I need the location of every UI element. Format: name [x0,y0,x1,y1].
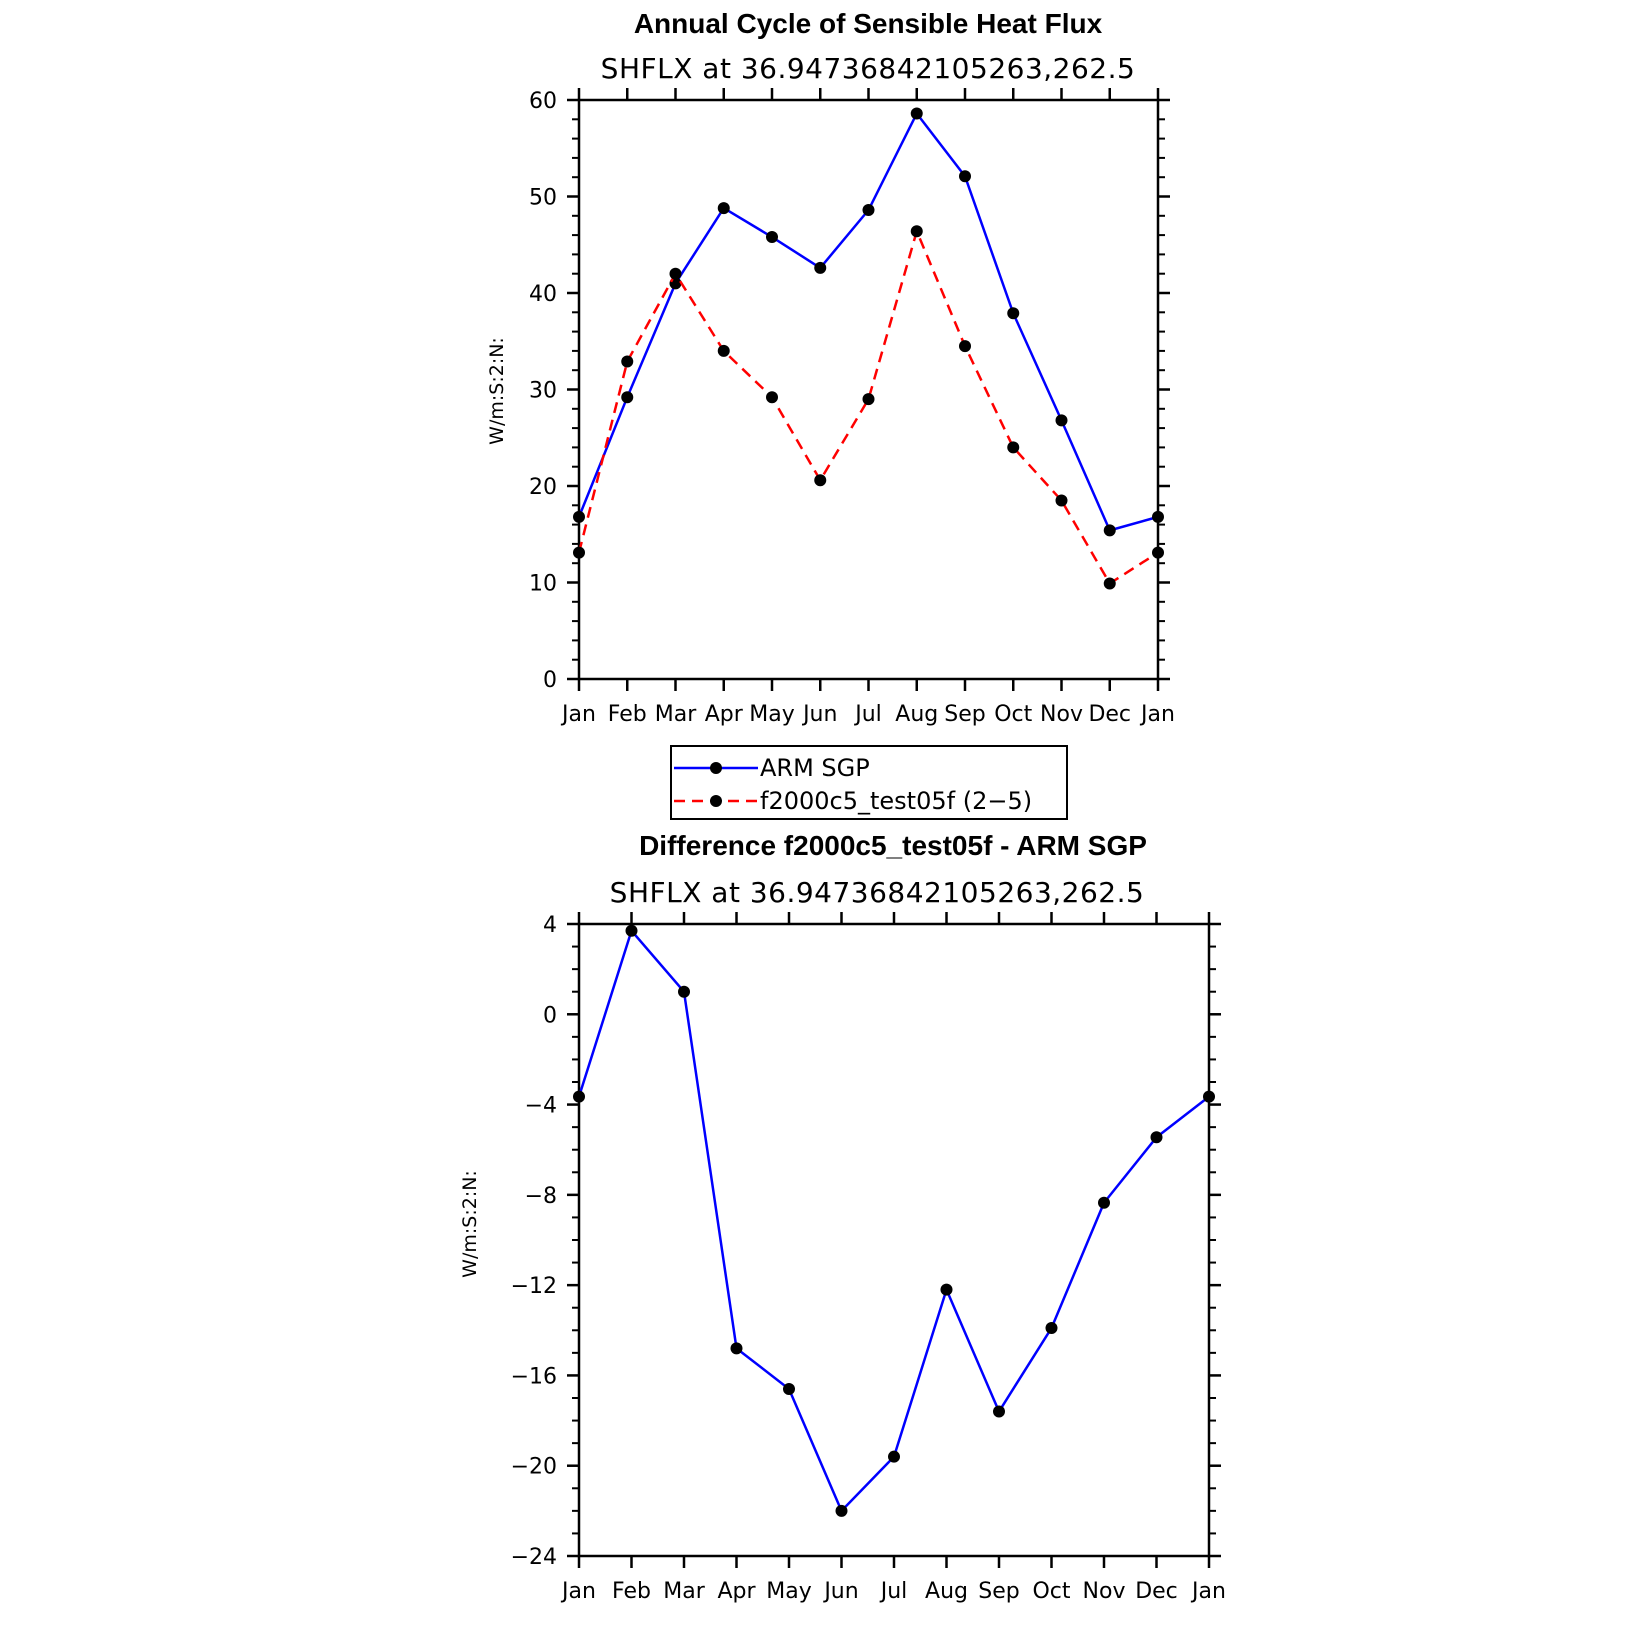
chart1-series-1-point [1007,441,1020,454]
chart2-series-0-point [1098,1196,1110,1209]
chart1-x-tick-label: Jul [853,702,882,727]
chart2-series-0-point [1045,1322,1058,1335]
chart1-series-0-point [814,261,827,274]
legend-label-0: ARM SGP [760,754,870,782]
chart2-x-tick-label: Dec [1135,1579,1178,1604]
chart2-series-0-point [835,1504,848,1517]
chart1-series-1-point [1055,494,1068,507]
chart1-series-line-1 [577,229,1159,585]
chart1-series-1-point [814,474,827,487]
chart2-x-tick-label: Aug [925,1579,968,1604]
chart1-plot-frame [577,98,1160,681]
chart2-x-tick-label: Mar [663,1579,705,1604]
chart2-subtitle: SHFLX at 36.94736842105263,262.5 [610,876,1145,909]
chart2-x-tick-label: Jan [1190,1579,1226,1604]
chart2-x-tick-label: Jan [560,1579,596,1604]
chart1-series-0-point [621,391,634,404]
chart2-x-tick-label: Feb [612,1579,651,1604]
chart1-y-tick-label: 20 [529,475,557,500]
chart2-x-tick-label: Nov [1083,1579,1126,1604]
chart1-x-tick-label: Oct [994,702,1032,727]
chart1-x-tick-label: Apr [705,702,744,727]
chart1-series-0-point [862,204,875,217]
chart2-y-tick-label: −24 [511,1545,557,1570]
chart2-series-0-point [993,1405,1005,1418]
chart1-x-tick-label: Aug [895,702,938,727]
chart2-series-0-point [625,924,638,937]
chart2-x-tick-label: Jun [822,1579,858,1604]
chart2-x-tick-label: Apr [717,1579,756,1604]
chart1-series-0-point [717,202,730,215]
chart1-series-0-point [1152,510,1164,523]
chart1-series-1-point [669,267,682,280]
chart2-y-tick-label: −20 [511,1455,557,1480]
chart1-series-0-point [766,231,778,244]
chart1-series-0-point [910,107,923,120]
chart1-x-tick-label: Sep [944,702,985,727]
chart1-series-1-point [1103,577,1116,590]
chart2-series-0-point [1150,1131,1163,1144]
chart2-x-tick-label: May [766,1579,811,1604]
chart2-y-tick-label: −12 [511,1274,557,1299]
chart2-y-tick-label: −16 [511,1364,557,1389]
chart1-y-tick-label: 40 [529,282,557,307]
chart2-x-tick-label: Jul [879,1579,908,1604]
chart1-y-tick-label: 30 [529,379,557,404]
chart2-y-axis-label: W/m:S:2:N: [459,1170,481,1278]
chart1-y-tick-label: 60 [529,89,557,114]
chart1-series-line-0 [577,112,1159,532]
chart1-subtitle: SHFLX at 36.94736842105263,262.5 [601,52,1136,85]
chart2-series-0-point [940,1283,953,1296]
chart1-legend: ARM SGP f2000c5_test05f (2−5) [670,745,1068,820]
chart1-y-tick-label: 0 [543,668,557,693]
chart1-series-1-point [862,393,875,406]
chart1-series-1-point [766,391,778,404]
chart1-x-tick-label: Feb [608,702,647,727]
chart1-y-tick-label: 50 [529,186,557,211]
chart1-x-tick-label: Dec [1088,702,1131,727]
chart2-series-0-point [730,1342,743,1355]
chart1-x-tick-label: May [749,702,794,727]
chart1-x-tick-label: Nov [1040,702,1083,727]
chart2-series-line-0 [577,929,1210,1513]
chart1-x-tick-label: Jan [560,702,596,727]
chart1-series-1-point [910,225,923,238]
chart1-title: Annual Cycle of Sensible Heat Flux [634,8,1103,39]
chart1-series-0-point [573,510,585,523]
chart1-y-tick-label: 10 [529,572,557,597]
chart2-y-tick-label: −8 [525,1184,557,1209]
chart1-y-axis-label: W/m:S:2:N: [486,337,508,445]
chart2-series-0-point [678,985,690,998]
chart1-series-1-point [621,355,634,368]
chart1-series-1-point [959,340,971,353]
chart1-x-tick-label: Mar [655,702,697,727]
legend-marker-0 [710,762,722,774]
chart2-title: Difference f2000c5_test05f - ARM SGP [639,830,1147,861]
chart2-series-0-point [573,1090,585,1103]
legend-label-1: f2000c5_test05f (2−5) [760,787,1032,815]
chart2-y-tick-label: 4 [543,913,557,938]
chart1-series-1-point [573,546,585,559]
chart1-x-tick-label: Jun [801,702,837,727]
chart2-y-tick-label: −4 [525,1094,557,1119]
chart1-series-1-point [1152,546,1164,559]
legend-marker-1 [710,795,722,807]
chart2-x-tick-label: Oct [1032,1579,1070,1604]
chart2-series-0-point [783,1382,795,1395]
chart1-series-0-point [1103,524,1116,537]
annual-cycle-chart: Annual Cycle of Sensible Heat Flux SHFLX… [486,8,1175,820]
chart1-series-0-point [1055,414,1068,427]
legend-box [670,745,1068,820]
chart1-series-0-point [959,170,971,183]
chart2-series-0-point [888,1450,900,1463]
chart2-y-tick-label: 0 [543,1003,557,1028]
difference-chart: Difference f2000c5_test05f - ARM SGP SHF… [459,830,1226,1604]
chart2-x-tick-label: Sep [978,1579,1019,1604]
chart1-series-1-point [717,344,730,357]
chart2-series-0-point [1203,1090,1215,1103]
chart1-x-tick-label: Jan [1139,702,1175,727]
chart1-series-0-point [1007,307,1020,320]
